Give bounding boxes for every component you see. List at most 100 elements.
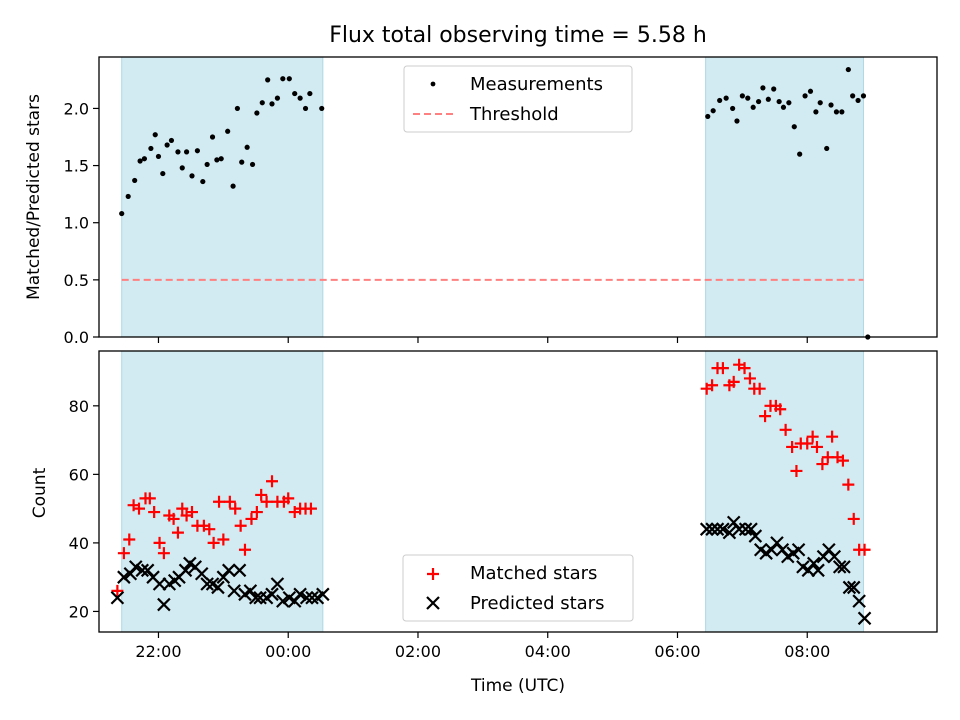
measurements-point-62 bbox=[824, 145, 830, 152]
matched-stars-point-14 bbox=[176, 502, 189, 515]
predicted-stars-point-4 bbox=[128, 560, 143, 574]
predicted-stars-point-19 bbox=[211, 580, 225, 595]
predicted-stars-point-38 bbox=[316, 587, 330, 602]
measurements-point-52 bbox=[771, 86, 777, 92]
measurements-point-20 bbox=[214, 157, 220, 163]
predicted-stars-point-60 bbox=[811, 563, 825, 578]
measurements-point-41 bbox=[710, 108, 716, 114]
predicted-stars-point-41 bbox=[710, 522, 725, 536]
matched-stars-point-69 bbox=[858, 543, 871, 556]
matched-stars-point-19 bbox=[203, 523, 216, 536]
predicted-stars-point-68 bbox=[852, 594, 866, 608]
top-legend-box bbox=[403, 65, 633, 133]
matched-stars-point-23 bbox=[223, 495, 236, 508]
matched-stars-point-22 bbox=[217, 533, 230, 546]
top-legend: Measurements Threshold bbox=[403, 65, 633, 133]
measurements-point-13 bbox=[179, 165, 185, 171]
measurements-point-65 bbox=[839, 109, 845, 115]
predicted-stars-point-40 bbox=[705, 522, 719, 536]
measurements-point-67 bbox=[850, 93, 856, 99]
measurements-point-43 bbox=[723, 95, 729, 101]
top-observing-window-1 bbox=[121, 56, 324, 338]
matched-stars-point-24 bbox=[229, 502, 242, 515]
measurements-point-28 bbox=[254, 110, 260, 116]
x-axis-label: Time (UTC) bbox=[470, 676, 565, 696]
measurements-point-3 bbox=[132, 177, 138, 184]
bottom-y-tick-label: 80 bbox=[69, 397, 89, 416]
measurements-point-15 bbox=[189, 173, 195, 179]
matched-stars-point-38 bbox=[304, 502, 317, 515]
legend-matched-stars-label: Matched stars bbox=[470, 563, 597, 584]
measurements-point-4 bbox=[137, 158, 143, 164]
measurements-point-37 bbox=[302, 105, 309, 112]
predicted-stars-point-29 bbox=[265, 587, 279, 602]
matched-stars-point-42 bbox=[716, 362, 729, 375]
bottom-y-tick-label: 60 bbox=[69, 465, 89, 484]
matched-stars-point-31 bbox=[266, 475, 279, 488]
measurements-point-21 bbox=[218, 156, 224, 162]
measurements-point-55 bbox=[786, 100, 792, 106]
measurements-point-5 bbox=[141, 156, 148, 162]
measurements-point-1 bbox=[119, 210, 125, 217]
matched-stars-point-61 bbox=[816, 458, 829, 471]
predicted-stars-point-65 bbox=[837, 560, 851, 574]
measurements-point-57 bbox=[797, 151, 803, 157]
matched-stars-point-60 bbox=[810, 440, 823, 453]
bottom-y-tick-label: 20 bbox=[69, 602, 89, 621]
measurements-point-8 bbox=[155, 153, 162, 160]
predicted-stars-point-23 bbox=[232, 563, 247, 578]
measurements-point-50 bbox=[760, 85, 766, 91]
x-tick-label: 06:00 bbox=[654, 642, 700, 661]
predicted-stars-point-31 bbox=[276, 594, 290, 608]
matched-stars-point-29 bbox=[255, 488, 268, 501]
matched-stars-point-46 bbox=[738, 362, 751, 375]
top-panel: 0.0 0.5 1.0 1.5 2.0 Flux total observing tim… bbox=[24, 23, 938, 347]
top-y-axis-label: Matched/Predicted stars bbox=[24, 94, 44, 300]
matched-stars-point-66 bbox=[842, 478, 855, 491]
matched-stars-point-50 bbox=[759, 410, 772, 423]
top-y-tick-label: 1.0 bbox=[64, 214, 89, 233]
matched-stars-point-53 bbox=[774, 403, 787, 416]
bottom-observing-window-1 bbox=[121, 350, 324, 633]
predicted-stars-point-5 bbox=[135, 563, 150, 578]
measurements-point-48 bbox=[750, 104, 756, 110]
matched-stars-point-55 bbox=[786, 440, 799, 453]
measurements-point-22 bbox=[225, 128, 231, 134]
measurements-point-38 bbox=[307, 90, 313, 97]
measurements-point-9 bbox=[160, 170, 166, 177]
matched-stars-point-27 bbox=[245, 512, 258, 525]
predicted-stars-point-2 bbox=[117, 570, 131, 584]
bottom-y-tick-label: 40 bbox=[69, 534, 89, 553]
matched-stars-point-54 bbox=[779, 423, 792, 436]
predicted-stars-point-8 bbox=[152, 577, 167, 591]
measurements-point-32 bbox=[274, 95, 281, 101]
measurements-point-51 bbox=[765, 96, 771, 102]
predicted-stars-point-16 bbox=[194, 566, 209, 581]
measurements-point-33 bbox=[280, 76, 286, 82]
predicted-stars-point-42 bbox=[716, 522, 730, 536]
predicted-stars-point-39 bbox=[699, 522, 714, 536]
measurements-point-56 bbox=[791, 124, 797, 130]
measurements-point-26 bbox=[244, 144, 250, 150]
measurements-point-53 bbox=[776, 98, 782, 105]
measurements-point-60 bbox=[813, 109, 819, 115]
measurements-point-47 bbox=[745, 95, 751, 101]
measurements-point-46 bbox=[739, 93, 745, 99]
predicted-stars-point-43 bbox=[722, 525, 737, 540]
measurements-point-36 bbox=[297, 95, 303, 101]
matched-stars-point-13 bbox=[171, 526, 184, 539]
matched-stars-point-2 bbox=[117, 547, 130, 560]
measurements-point-68 bbox=[855, 97, 861, 104]
top-observing-window-2 bbox=[705, 56, 864, 338]
matched-stars-point-30 bbox=[260, 495, 273, 508]
measurements-point-54 bbox=[780, 104, 787, 110]
legend-matched-stars-marker bbox=[427, 568, 439, 580]
bottom-plot-frame bbox=[98, 350, 938, 633]
measurements-point-39 bbox=[319, 105, 325, 112]
x-tick-label: 02:00 bbox=[395, 642, 441, 661]
matched-stars-point-47 bbox=[743, 372, 756, 385]
matched-stars-point-49 bbox=[753, 382, 766, 395]
legend-measurements-marker bbox=[430, 81, 436, 87]
matched-stars-point-25 bbox=[234, 519, 247, 532]
